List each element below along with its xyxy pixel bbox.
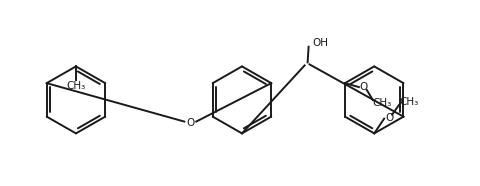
Text: O: O bbox=[186, 118, 194, 128]
Text: OH: OH bbox=[312, 38, 328, 48]
Text: CH₃: CH₃ bbox=[66, 81, 85, 91]
Text: O: O bbox=[384, 113, 393, 123]
Text: CH₃: CH₃ bbox=[398, 97, 418, 107]
Text: O: O bbox=[359, 82, 367, 92]
Text: CH₃: CH₃ bbox=[372, 98, 391, 108]
